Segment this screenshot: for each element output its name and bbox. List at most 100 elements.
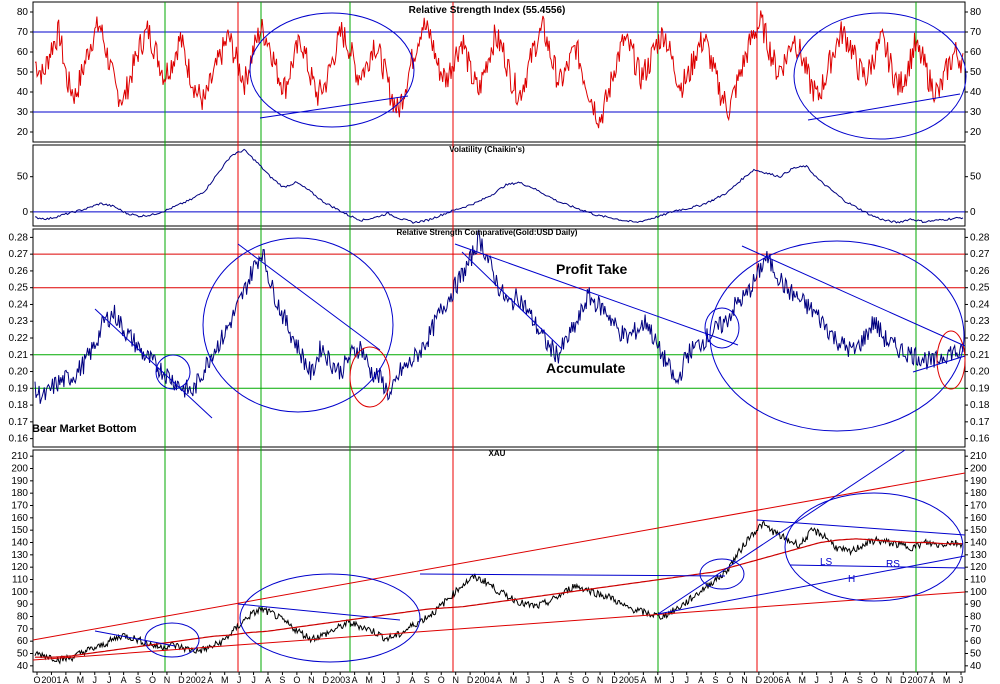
x-tick-label: O xyxy=(871,675,878,684)
x-tick-label: A xyxy=(554,675,560,684)
x-tick-label: J xyxy=(814,675,819,684)
y-tick-label: 0.20 xyxy=(970,367,990,378)
x-tick-label: D xyxy=(323,675,330,684)
x-tick-label: M xyxy=(365,675,373,684)
x-tick-label: J xyxy=(959,675,964,684)
y-tick-label: 0.21 xyxy=(9,350,29,361)
y-tick-label: 150 xyxy=(11,525,28,536)
xau-ellipse xyxy=(699,558,745,590)
x-tick-label: D xyxy=(900,675,907,684)
x-tick-label: N xyxy=(452,675,459,684)
x-tick-label: N xyxy=(741,675,748,684)
x-tick-label: A xyxy=(352,675,358,684)
x-tick-label: S xyxy=(568,675,574,684)
x-tick-label: J xyxy=(540,675,545,684)
x-tick-label: O xyxy=(582,675,589,684)
x-tick-label: J xyxy=(381,675,386,684)
y-tick-label: 60 xyxy=(17,47,29,58)
y-tick-label: 200 xyxy=(970,464,987,475)
x-tick-label: S xyxy=(857,675,863,684)
rsc-line xyxy=(34,229,964,404)
head-label: H xyxy=(848,574,855,585)
y-tick-label: 0.20 xyxy=(9,367,29,378)
y-tick-label: 200 xyxy=(11,464,28,475)
xau-trendline-red xyxy=(32,591,966,661)
y-tick-label: 140 xyxy=(11,538,28,549)
x-tick-label: J xyxy=(670,675,675,684)
x-tick-label: 2001 xyxy=(41,675,61,684)
x-tick-label: A xyxy=(698,675,704,684)
x-tick-label: S xyxy=(424,675,430,684)
x-tick-label: J xyxy=(251,675,256,684)
y-tick-label: 210 xyxy=(11,451,28,462)
rsc-ellipse xyxy=(155,354,191,390)
y-tick-label: 160 xyxy=(970,513,987,524)
x-tick-label: 2003 xyxy=(330,675,350,684)
y-tick-label: 70 xyxy=(970,27,982,38)
y-tick-label: 30 xyxy=(17,107,29,118)
y-tick-label: 70 xyxy=(970,624,982,635)
y-tick-label: 0.25 xyxy=(970,283,990,294)
x-tick-label: M xyxy=(943,675,951,684)
y-tick-label: 0.24 xyxy=(970,299,990,310)
y-tick-label: 160 xyxy=(11,513,28,524)
rsi-trendline xyxy=(807,93,961,121)
y-tick-label: 100 xyxy=(970,587,987,598)
y-tick-label: 180 xyxy=(970,488,987,499)
xau-trendline-red xyxy=(32,472,966,641)
x-tick-label: D xyxy=(611,675,618,684)
y-tick-label: 0 xyxy=(22,207,28,218)
y-tick-label: 0.22 xyxy=(9,333,29,344)
rsi-trendline xyxy=(259,95,409,119)
y-tick-label: 80 xyxy=(17,7,29,18)
x-tick-label: N xyxy=(886,675,893,684)
y-tick-label: 0.25 xyxy=(9,283,29,294)
y-tick-label: 50 xyxy=(970,172,982,183)
volatility-line xyxy=(34,148,964,224)
panel-frame xyxy=(32,144,966,227)
x-tick-label: S xyxy=(713,675,719,684)
y-tick-label: 110 xyxy=(12,575,28,586)
y-tick-label: 150 xyxy=(970,525,987,536)
rsc-ellipse xyxy=(704,307,740,349)
x-tick-label: J xyxy=(107,675,112,684)
y-tick-label: 120 xyxy=(11,562,28,573)
x-tick-label: A xyxy=(785,675,791,684)
x-tick-label: D xyxy=(756,675,763,684)
x-tick-label: J xyxy=(396,675,401,684)
xau-moving-average xyxy=(35,538,963,658)
x-tick-label: J xyxy=(684,675,689,684)
x-tick-label: O xyxy=(149,675,156,684)
xau-ellipse xyxy=(239,573,421,663)
y-tick-label: 0.23 xyxy=(9,316,29,327)
x-tick-label: 2006 xyxy=(763,675,783,684)
x-tick-label: J xyxy=(829,675,834,684)
y-tick-label: 190 xyxy=(970,476,987,487)
series-layer xyxy=(34,10,964,665)
y-tick-label: 0.22 xyxy=(970,333,990,344)
y-tick-label: 20 xyxy=(970,127,982,138)
y-tick-label: 20 xyxy=(17,127,29,138)
rsi-ellipse xyxy=(249,12,415,128)
y-tick-label: 40 xyxy=(17,661,29,672)
x-tick-label: S xyxy=(279,675,285,684)
y-tick-label: 0.23 xyxy=(970,316,990,327)
left-shoulder-label: LS xyxy=(820,557,833,568)
rsc-trendline xyxy=(912,355,966,373)
x-tick-label: D xyxy=(467,675,474,684)
y-tick-label: 0.17 xyxy=(970,417,990,428)
xau-trendline xyxy=(789,564,966,569)
x-tick-label: 2005 xyxy=(619,675,639,684)
xau-price-line xyxy=(34,520,964,665)
x-tick-label: N xyxy=(164,675,171,684)
y-tick-label: 60 xyxy=(970,47,982,58)
y-tick-label: 0.26 xyxy=(9,266,29,277)
y-tick-label: 80 xyxy=(970,7,982,18)
rsi-line xyxy=(34,10,964,129)
x-tick-label: O xyxy=(33,675,40,684)
y-tick-label: 110 xyxy=(970,575,986,586)
y-tick-label: 0.26 xyxy=(970,266,990,277)
bear-market-bottom-label: Bear Market Bottom xyxy=(32,423,137,435)
